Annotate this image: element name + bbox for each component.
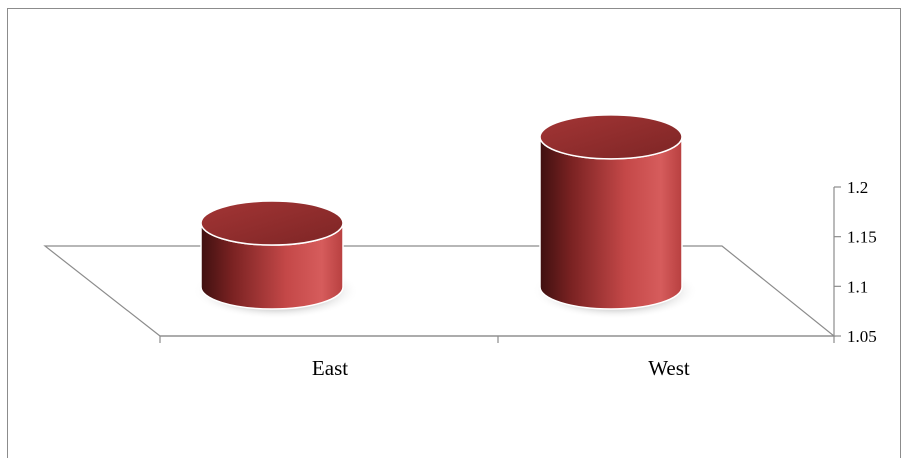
bar-top [200, 200, 344, 246]
floor-plane [43, 245, 836, 337]
y-tick-label: 1.1 [847, 277, 868, 296]
category-label: East [312, 356, 348, 380]
y-tick-label: 1.05 [847, 327, 877, 346]
y-tick-label: 1.15 [847, 228, 877, 247]
bar-body [539, 136, 683, 310]
bar-top [539, 114, 683, 160]
y-tick-label: 1.2 [847, 178, 868, 197]
chart-frame [7, 8, 901, 458]
category-labels: East West [312, 356, 690, 380]
bars-group [193, 114, 698, 319]
bar-west [532, 114, 698, 319]
category-label: West [648, 356, 690, 380]
y-axis-ticks: 1.05 1.1 1.15 1.2 [834, 178, 877, 346]
bar-east [193, 200, 359, 319]
